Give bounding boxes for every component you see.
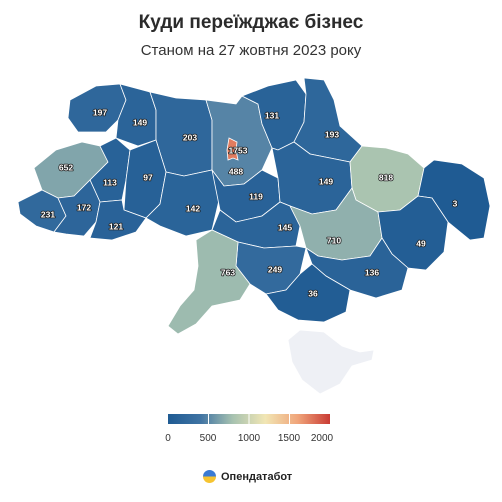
- region-kyiv-city: [226, 137, 239, 161]
- legend-tick-1500: 1500: [277, 433, 301, 444]
- value-label-donetsk: 49: [416, 238, 426, 248]
- legend-tick-500: 500: [199, 433, 217, 444]
- value-label-kherson: 36: [308, 288, 318, 298]
- value-label-zakarpattia: 231: [41, 209, 55, 219]
- value-label-rivne: 149: [133, 117, 147, 127]
- value-label-zaporizhzhia: 136: [365, 267, 379, 277]
- value-label-kharkiv: 818: [379, 172, 393, 182]
- legend-tick-2000: 2000: [310, 433, 334, 444]
- value-label-mykolaiv: 249: [268, 264, 282, 274]
- legend-tick-0: 0: [165, 433, 171, 444]
- value-label-chernivtsi: 121: [109, 221, 123, 231]
- region-vinnytsia: [145, 169, 221, 237]
- region-odesa: [167, 229, 251, 335]
- value-label-volyn: 197: [93, 107, 107, 117]
- region-kherson: [265, 263, 351, 323]
- value-label-sumy: 193: [325, 129, 339, 139]
- value-label-lviv: 652: [59, 162, 73, 172]
- region-crimea: [287, 329, 375, 395]
- value-label-luhansk: 3: [453, 198, 458, 208]
- value-label-khmelnytskyi: 97: [143, 172, 153, 182]
- value-label-kirovohrad: 145: [278, 222, 292, 232]
- legend-tick-1000: 1000: [237, 433, 261, 444]
- value-label-vinnytsia: 142: [186, 203, 200, 213]
- brand-name: Опендатабот: [221, 470, 293, 483]
- value-label-ternopil: 113: [103, 177, 117, 187]
- map-subtitle: Станом на 27 жовтня 2023 року: [140, 42, 362, 59]
- value-label-dnipro: 710: [327, 235, 341, 245]
- value-label-kyiv-oblast: 488: [229, 166, 243, 176]
- value-label-kyiv-city: 1753: [229, 145, 248, 155]
- region-chernivtsi: [89, 199, 147, 241]
- map-title: Куди переїжджає бізнес: [138, 12, 364, 33]
- value-label-odesa: 763: [221, 267, 235, 277]
- opendatabot-logo-icon: [203, 470, 216, 483]
- legend-tick-marks: [208, 412, 290, 426]
- value-label-cherkasy: 119: [249, 191, 263, 201]
- value-label-poltava: 149: [319, 176, 333, 186]
- value-label-ivano-frankivsk: 172: [77, 202, 91, 212]
- value-label-zhytomyr: 203: [183, 132, 197, 142]
- value-label-chernihiv: 131: [265, 110, 279, 120]
- region-ivano-frankivsk: [53, 179, 101, 237]
- brand-footer: Опендатабот: [203, 470, 292, 483]
- region-kyiv-oblast: [205, 95, 273, 187]
